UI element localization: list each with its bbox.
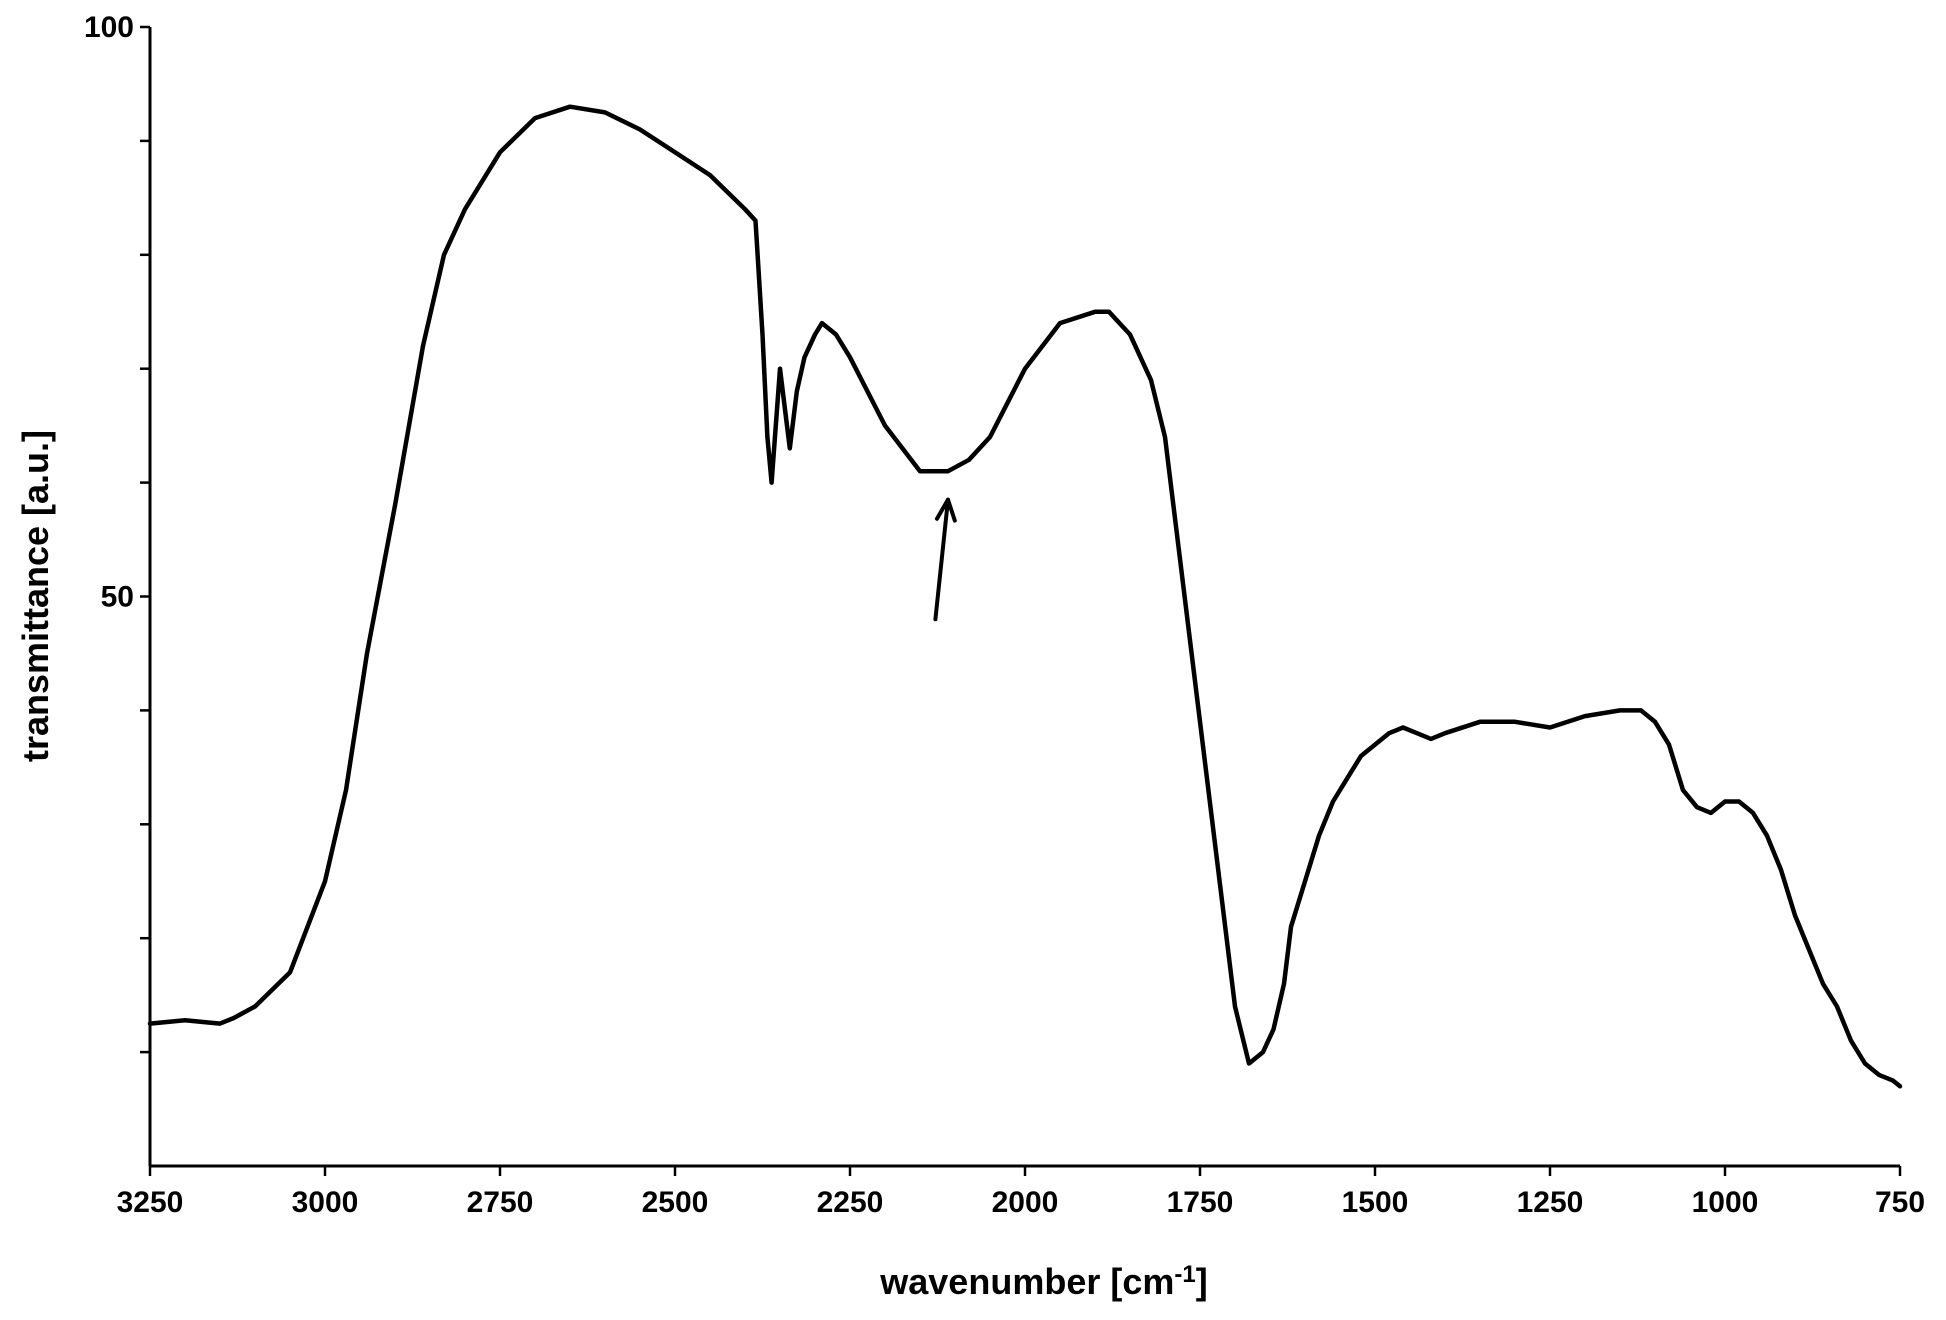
y-axis-ticks: 100 50 <box>84 11 150 1054</box>
y-tick-label: 100 <box>84 11 134 44</box>
x-axis-title-main: wavenumber [cm <box>879 1261 1174 1302</box>
x-tick-label: 1000 <box>1692 1186 1759 1219</box>
x-tick-label: 2750 <box>467 1186 534 1219</box>
x-tick-label: 3000 <box>292 1186 359 1219</box>
y-axis-title: transmittance [a.u.] <box>15 430 56 762</box>
x-tick-label: 1500 <box>1342 1186 1409 1219</box>
arrow-shaft <box>933 497 950 622</box>
x-tick-label: 1750 <box>1167 1186 1234 1219</box>
x-axis-title: wavenumber [cm-1] <box>879 1261 1207 1302</box>
x-tick-label: 750 <box>1875 1186 1925 1219</box>
transmittance-series-line <box>147 104 1903 1089</box>
y-tick-label: 50 <box>101 581 134 614</box>
x-tick-label: 2250 <box>817 1186 884 1219</box>
x-tick-label: 1250 <box>1517 1186 1584 1219</box>
x-tick-label: 3250 <box>117 1186 184 1219</box>
x-tick-label: 2000 <box>992 1186 1059 1219</box>
x-tick-label: 2500 <box>642 1186 709 1219</box>
x-axis-title-superscript: -1 <box>1174 1261 1195 1288</box>
peak-annotation-arrow <box>933 497 957 622</box>
x-axis-ticks: 3250 3000 2750 2500 2250 2000 1750 1500 1250 1000… <box>117 1166 1925 1219</box>
x-axis-title-end: ] <box>1196 1261 1208 1302</box>
arrow-head <box>934 497 957 523</box>
